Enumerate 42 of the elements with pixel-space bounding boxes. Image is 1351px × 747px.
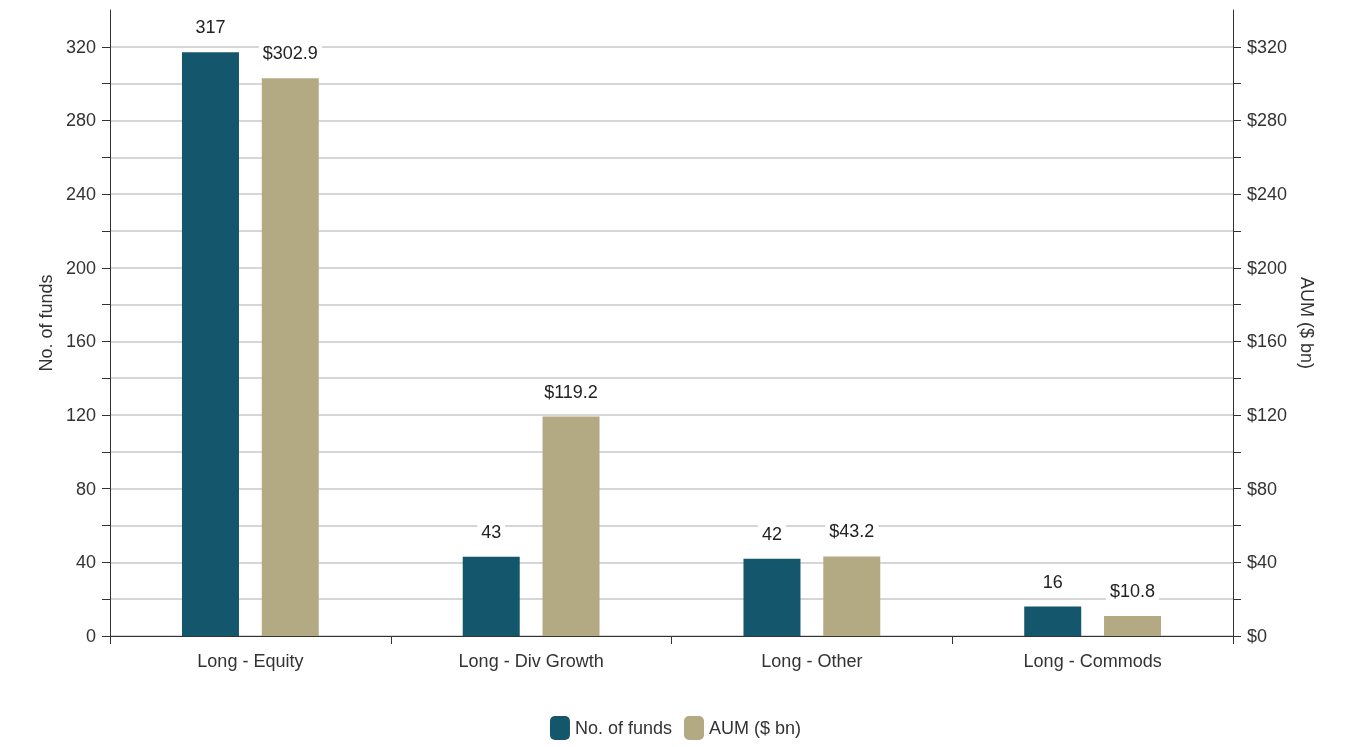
x-tick-label: Long - Equity bbox=[197, 651, 304, 671]
x-tick-label: Long - Div Growth bbox=[458, 651, 604, 671]
y-tick-label: 160 bbox=[65, 331, 96, 352]
legend-label: AUM ($ bn) bbox=[709, 718, 802, 738]
y2-tick-label: $120 bbox=[1247, 405, 1288, 426]
y-tick-label: 40 bbox=[75, 552, 96, 573]
data-label: $43.2 bbox=[829, 521, 875, 542]
bar bbox=[462, 556, 520, 636]
data-label: $119.2 bbox=[544, 381, 598, 402]
bar bbox=[743, 558, 801, 636]
y-tick-label: 0 bbox=[85, 626, 96, 646]
y2-tick-label: $240 bbox=[1247, 184, 1288, 205]
y-axis-title: No. of funds bbox=[36, 274, 56, 372]
y-tick-label: 240 bbox=[65, 184, 96, 205]
y-tick-label: 320 bbox=[65, 36, 96, 57]
bar bbox=[542, 416, 600, 636]
data-label: $302.9 bbox=[262, 43, 318, 64]
y2-tick-label: $80 bbox=[1247, 478, 1278, 499]
legend-label: No. of funds bbox=[574, 718, 673, 738]
data-label: 43 bbox=[481, 521, 502, 542]
bar bbox=[1104, 616, 1162, 636]
y2-tick-label: $320 bbox=[1247, 36, 1288, 57]
bar bbox=[181, 52, 239, 636]
bar bbox=[1024, 606, 1082, 636]
y2-tick-label: $200 bbox=[1247, 257, 1288, 278]
x-tick-label: Long - Other bbox=[761, 651, 863, 671]
x-tick-label: Long - Commods bbox=[1023, 651, 1162, 671]
y2-tick-label: $40 bbox=[1247, 552, 1278, 573]
data-label: 317 bbox=[195, 17, 226, 38]
y-tick-label: 80 bbox=[75, 478, 96, 499]
y-tick-label: 280 bbox=[65, 110, 96, 131]
data-label: 16 bbox=[1042, 571, 1063, 592]
y-tick-label: 200 bbox=[65, 257, 96, 278]
data-label: $10.8 bbox=[1110, 581, 1156, 602]
y2-tick-label: $280 bbox=[1247, 110, 1288, 131]
y-tick-label: 120 bbox=[65, 405, 96, 426]
y2-tick-label: $160 bbox=[1247, 331, 1288, 352]
y2-tick-label: $0 bbox=[1247, 626, 1268, 646]
data-label: 42 bbox=[761, 523, 782, 544]
y2-axis-title: AUM ($ bn) bbox=[1296, 276, 1317, 370]
bar bbox=[823, 556, 881, 636]
bar bbox=[261, 78, 319, 636]
